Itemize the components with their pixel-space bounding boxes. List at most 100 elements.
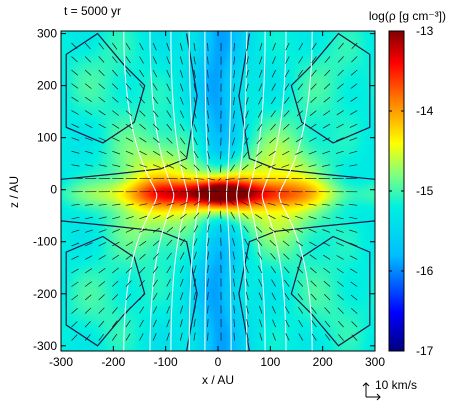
velocity-arrow xyxy=(180,150,187,158)
velocity-arrow xyxy=(297,83,304,91)
velocity-arrow xyxy=(84,96,92,102)
velocity-arrow xyxy=(84,255,93,260)
velocity-arrow xyxy=(180,239,186,247)
velocity-arrow xyxy=(297,306,304,314)
density-contour xyxy=(61,33,198,180)
velocity-arrow xyxy=(112,123,120,129)
velocity-arrow xyxy=(336,137,344,142)
velocity-arrow xyxy=(308,203,317,206)
colorbar-tick-label: -13 xyxy=(416,24,434,38)
velocity-arrow xyxy=(246,56,249,65)
velocity-arrow xyxy=(232,110,236,119)
velocity-arrow xyxy=(179,292,184,301)
velocity-arrow xyxy=(336,110,344,116)
velocity-arrow xyxy=(350,307,358,314)
y-tick-label: -100 xyxy=(33,235,57,249)
velocity-arrow xyxy=(258,278,263,287)
velocity-arrow xyxy=(84,110,93,116)
velocity-arrow xyxy=(193,265,197,274)
velocity-arrow xyxy=(112,254,120,260)
velocity-arrow xyxy=(233,305,236,314)
velocity-arrow xyxy=(193,177,205,180)
velocity-arrow xyxy=(311,333,317,341)
velocity-arrow xyxy=(351,56,358,63)
velocity-arrow xyxy=(207,69,209,79)
velocity-arrow xyxy=(139,42,144,51)
velocity-arrow xyxy=(349,255,358,260)
velocity-arrow xyxy=(152,306,158,314)
velocity-arrow xyxy=(98,56,105,63)
velocity-arrow xyxy=(335,164,344,167)
velocity-arrow xyxy=(271,279,276,287)
velocity-arrow xyxy=(179,42,183,51)
velocity-arrow xyxy=(98,229,107,233)
velocity-arrow xyxy=(207,177,215,181)
field-line xyxy=(123,31,158,351)
velocity-arrow xyxy=(139,293,145,301)
velocity-arrow xyxy=(255,150,263,157)
velocity-arrow xyxy=(259,319,263,328)
velocity-arrow xyxy=(71,164,80,167)
velocity-arrow xyxy=(338,334,344,341)
velocity-arrow xyxy=(193,123,198,132)
velocity-arrow xyxy=(71,83,79,89)
velocity-arrow xyxy=(98,42,105,50)
velocity-arrow xyxy=(245,278,249,287)
velocity-arrow xyxy=(193,225,199,233)
velocity-arrow xyxy=(270,266,276,274)
velocity-arrow xyxy=(324,69,331,77)
velocity-arrow xyxy=(350,83,358,89)
velocity-arrow xyxy=(349,229,358,233)
colorbar-tick-label: -16 xyxy=(416,264,434,278)
velocity-arrow xyxy=(139,253,146,260)
velocity-arrow xyxy=(179,69,184,78)
velocity-arrow xyxy=(350,281,358,287)
velocity-arrow xyxy=(166,292,171,301)
velocity-arrow xyxy=(139,83,145,91)
velocity-arrow xyxy=(166,202,175,206)
velocity-arrow xyxy=(237,177,249,180)
velocity-arrow xyxy=(179,319,183,328)
velocity-arrow xyxy=(282,240,290,247)
velocity-arrow xyxy=(336,255,344,260)
velocity-arrow xyxy=(139,203,148,206)
velocity-arrow xyxy=(336,96,344,103)
velocity-arrow xyxy=(125,137,134,142)
velocity-arrow xyxy=(193,164,200,171)
velocity-arrow xyxy=(166,279,171,287)
velocity-arrow xyxy=(125,69,132,77)
velocity-arrow xyxy=(295,150,303,155)
velocity-arrow xyxy=(225,177,235,180)
velocity-arrow xyxy=(152,110,159,118)
velocity-arrow xyxy=(84,334,91,341)
velocity-arrow xyxy=(245,83,249,92)
velocity-arrow xyxy=(180,201,188,206)
velocity-arrow xyxy=(98,268,106,274)
velocity-arrow xyxy=(337,69,344,76)
velocity-arrow xyxy=(71,216,80,220)
velocity-arrow xyxy=(350,110,358,115)
velocity-arrow xyxy=(125,42,131,50)
velocity-arrow xyxy=(350,294,358,301)
velocity-arrow xyxy=(71,334,78,341)
velocity-arrow xyxy=(84,281,92,287)
x-tick-label: -200 xyxy=(101,355,125,369)
velocity-arrow xyxy=(232,97,236,106)
velocity-arrow xyxy=(125,203,134,206)
velocity-arrow xyxy=(125,267,133,274)
velocity-arrow xyxy=(231,151,236,159)
velocity-arrow xyxy=(335,229,344,233)
velocity-arrow xyxy=(193,238,198,247)
velocity-arrow xyxy=(84,56,92,63)
y-tick-label: 300 xyxy=(37,27,57,41)
velocity-arrow xyxy=(220,151,222,160)
velocity-arrow xyxy=(246,319,249,328)
velocity-arrow xyxy=(98,150,107,155)
velocity-arrow xyxy=(281,164,290,168)
velocity-arrow xyxy=(125,293,132,301)
velocity-arrow xyxy=(84,137,93,141)
velocity-arrow xyxy=(207,332,209,341)
velocity-arrow xyxy=(324,294,331,301)
velocity-arrow xyxy=(296,254,304,260)
field-line xyxy=(188,31,200,351)
